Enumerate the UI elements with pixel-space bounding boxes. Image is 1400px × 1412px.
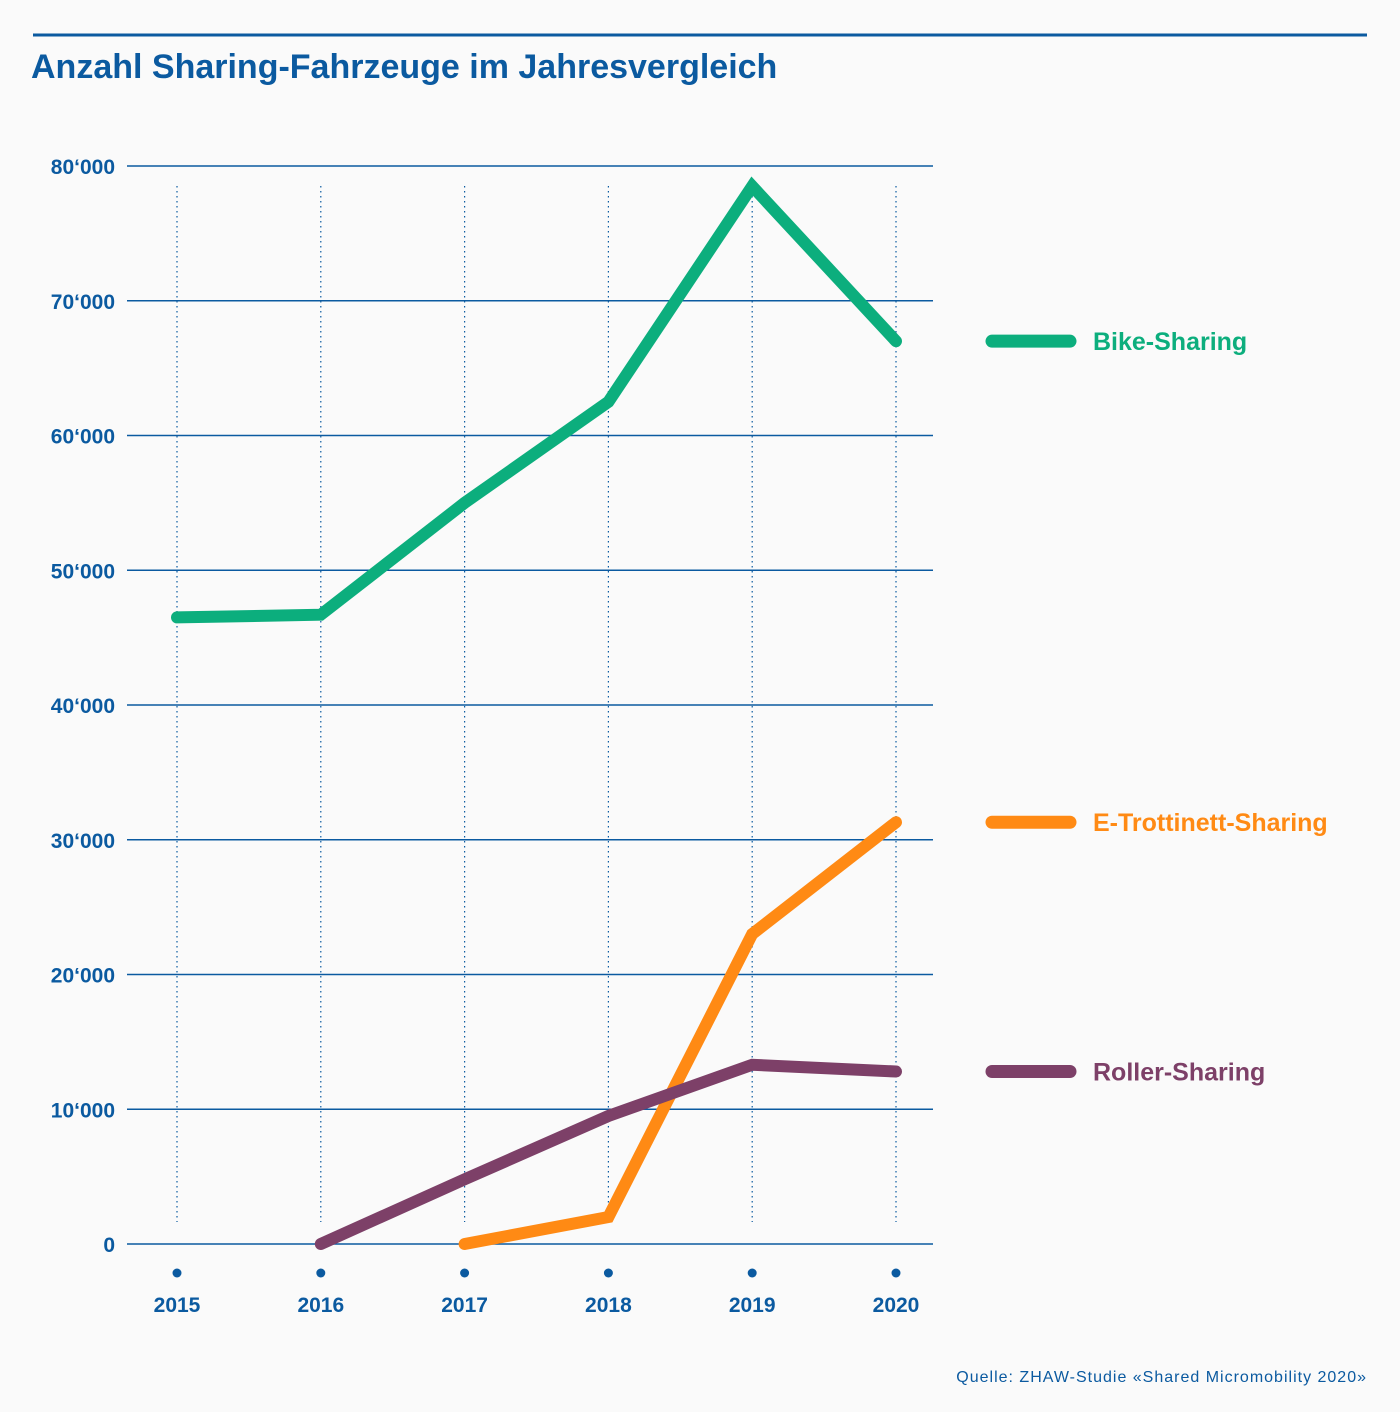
x-tick-label: 2018 [585, 1294, 632, 1317]
x-tick-dot [891, 1268, 901, 1278]
y-tick-label: 80‘000 [51, 156, 115, 179]
series-line-e-trottinett-sharing [458, 816, 902, 1250]
series-lines [171, 176, 902, 1250]
x-tick-dot [603, 1268, 613, 1278]
y-tick-label: 10‘000 [51, 1099, 115, 1122]
x-tick-dot [460, 1268, 470, 1278]
x-tick-label: 2017 [441, 1294, 488, 1317]
legend-label: Roller-Sharing [1093, 1059, 1265, 1087]
y-tick-label: 0 [103, 1234, 115, 1257]
series-line-roller-sharing [314, 1058, 902, 1250]
legend: Bike-Sharing E-Trottinett-Sharing Roller-S… [985, 328, 1328, 1087]
x-axis-ticks: 2015 2016 2017 2018 2019 2020 [154, 1268, 920, 1317]
y-tick-label: 40‘000 [51, 695, 115, 718]
y-tick-label: 60‘000 [51, 426, 115, 449]
x-tick-dot [172, 1268, 182, 1278]
x-tick-label: 2020 [873, 1294, 920, 1317]
legend-label: Bike-Sharing [1093, 328, 1247, 356]
legend-label: E-Trottinett-Sharing [1093, 809, 1328, 837]
y-axis-ticks: 0 10‘000 20‘000 30‘000 40‘000 50‘000 60‘000 70‘… [51, 156, 115, 1257]
x-tick-label: 2016 [297, 1294, 344, 1317]
chart-title: Anzahl Sharing-Fahrzeuge im Jahresvergle… [31, 48, 777, 86]
y-tick-label: 20‘000 [51, 965, 115, 988]
horizontal-gridlines [127, 165, 933, 1245]
y-tick-label: 30‘000 [51, 830, 115, 853]
x-tick-dot [747, 1268, 757, 1278]
series-line-bike-sharing [171, 176, 902, 624]
y-tick-label: 70‘000 [51, 291, 115, 314]
y-tick-label: 50‘000 [51, 560, 115, 583]
x-tick-label: 2015 [154, 1294, 201, 1317]
source-note: Quelle: ZHAW-Studie «Shared Micromobilit… [956, 1369, 1367, 1386]
x-tick-label: 2019 [729, 1294, 776, 1317]
x-tick-dot [316, 1268, 326, 1278]
